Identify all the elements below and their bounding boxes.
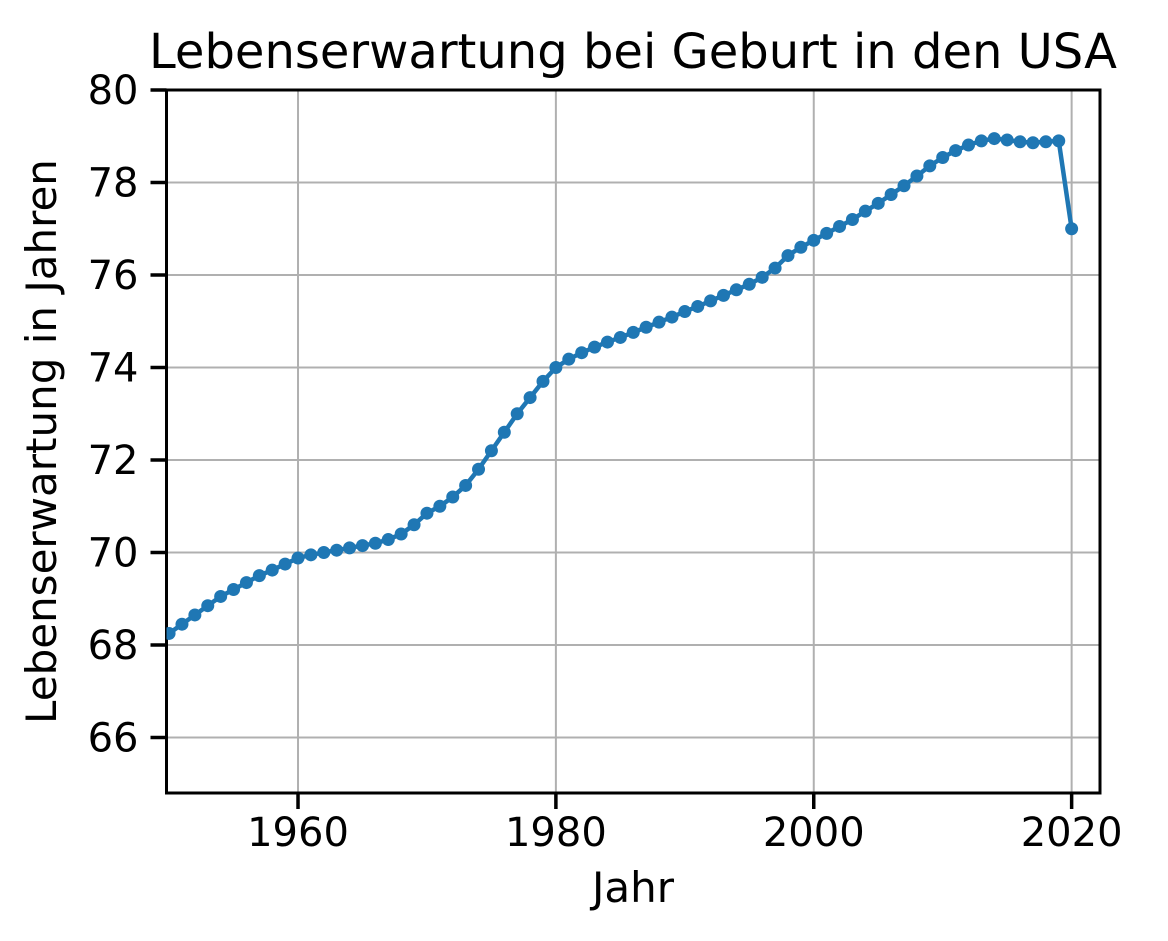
data-point xyxy=(433,499,447,513)
data-point xyxy=(820,226,834,240)
data-point xyxy=(768,261,782,275)
x-tick-label: 1980 xyxy=(505,810,607,856)
data-point xyxy=(923,159,937,173)
data-point xyxy=(549,361,563,374)
data-point xyxy=(291,551,305,565)
data-point xyxy=(974,134,988,148)
x-tick-label: 2020 xyxy=(1021,810,1123,856)
data-point xyxy=(510,407,524,421)
data-point xyxy=(858,204,872,218)
data-point xyxy=(304,548,318,562)
data-point xyxy=(729,283,743,297)
tick-layer xyxy=(150,88,1074,809)
data-point xyxy=(420,506,434,520)
data-series xyxy=(166,132,1079,640)
data-point xyxy=(252,569,266,583)
data-point xyxy=(936,151,950,165)
data-point xyxy=(459,478,473,492)
data-point xyxy=(910,169,924,183)
data-point xyxy=(1000,133,1014,147)
x-tick-label: 2000 xyxy=(763,810,865,856)
data-point xyxy=(330,543,344,557)
data-point xyxy=(1052,134,1066,148)
data-point xyxy=(665,310,679,324)
data-point xyxy=(1026,136,1040,150)
data-point xyxy=(884,188,898,202)
data-point xyxy=(523,391,537,405)
plot-border xyxy=(165,88,1102,795)
x-axis-label: Jahr xyxy=(589,863,675,912)
data-point xyxy=(536,374,550,388)
axes-layer xyxy=(165,88,1102,795)
data-point xyxy=(961,138,975,152)
data-point xyxy=(368,536,382,550)
data-point xyxy=(1039,135,1053,149)
data-point xyxy=(742,277,756,291)
data-point xyxy=(472,462,486,476)
grid-layer xyxy=(166,89,1100,793)
data-point xyxy=(949,144,963,158)
data-point xyxy=(239,576,253,590)
data-point xyxy=(575,346,589,360)
y-tick-label: 76 xyxy=(88,253,139,299)
data-point xyxy=(588,340,602,354)
data-point xyxy=(201,599,215,613)
y-tick-label: 80 xyxy=(88,68,139,114)
data-point xyxy=(265,563,279,577)
data-point xyxy=(446,490,460,504)
data-point xyxy=(1013,135,1027,149)
data-point xyxy=(600,335,614,349)
data-point xyxy=(845,213,859,226)
data-point xyxy=(317,546,331,559)
data-point xyxy=(717,288,731,302)
data-point xyxy=(381,533,395,547)
data-point xyxy=(833,219,847,233)
chart-title: Lebenserwartung bei Geburt in den USA xyxy=(149,24,1117,80)
x-tick-label: 1960 xyxy=(247,810,349,856)
data-point xyxy=(755,270,769,284)
data-point xyxy=(691,299,705,313)
data-point xyxy=(781,249,795,263)
tick-label-layer: 1960 1980 2000 2020 66 68 70 72 74 76 78 80 xyxy=(88,68,1123,856)
y-axis-label: Lebenserwartung in Jahren xyxy=(17,159,66,724)
y-tick-label: 74 xyxy=(88,346,139,392)
y-tick-label: 66 xyxy=(88,716,139,762)
y-tick-label: 72 xyxy=(88,438,139,484)
data-point xyxy=(678,305,692,319)
data-point xyxy=(394,527,408,541)
data-point xyxy=(343,541,357,555)
data-point xyxy=(794,240,808,254)
data-point xyxy=(355,539,369,553)
y-tick-label: 78 xyxy=(88,161,139,207)
data-point xyxy=(562,352,576,366)
data-point xyxy=(1065,222,1079,236)
data-point xyxy=(987,132,1001,146)
data-point xyxy=(807,233,821,247)
data-point xyxy=(484,444,498,458)
data-point xyxy=(613,330,627,344)
data-point xyxy=(175,617,189,631)
data-point xyxy=(188,608,202,622)
data-line xyxy=(166,136,1074,636)
data-point xyxy=(897,179,911,193)
data-point xyxy=(652,315,666,329)
data-point xyxy=(639,320,653,334)
data-point xyxy=(626,325,640,339)
data-point xyxy=(497,425,511,439)
data-point xyxy=(278,557,292,571)
y-tick-label: 68 xyxy=(88,623,139,669)
data-point xyxy=(227,583,241,596)
data-point xyxy=(704,294,718,308)
data-point xyxy=(407,518,421,532)
data-point xyxy=(871,196,885,210)
y-tick-label: 70 xyxy=(88,531,139,577)
data-point xyxy=(166,626,176,640)
data-point xyxy=(214,589,228,603)
